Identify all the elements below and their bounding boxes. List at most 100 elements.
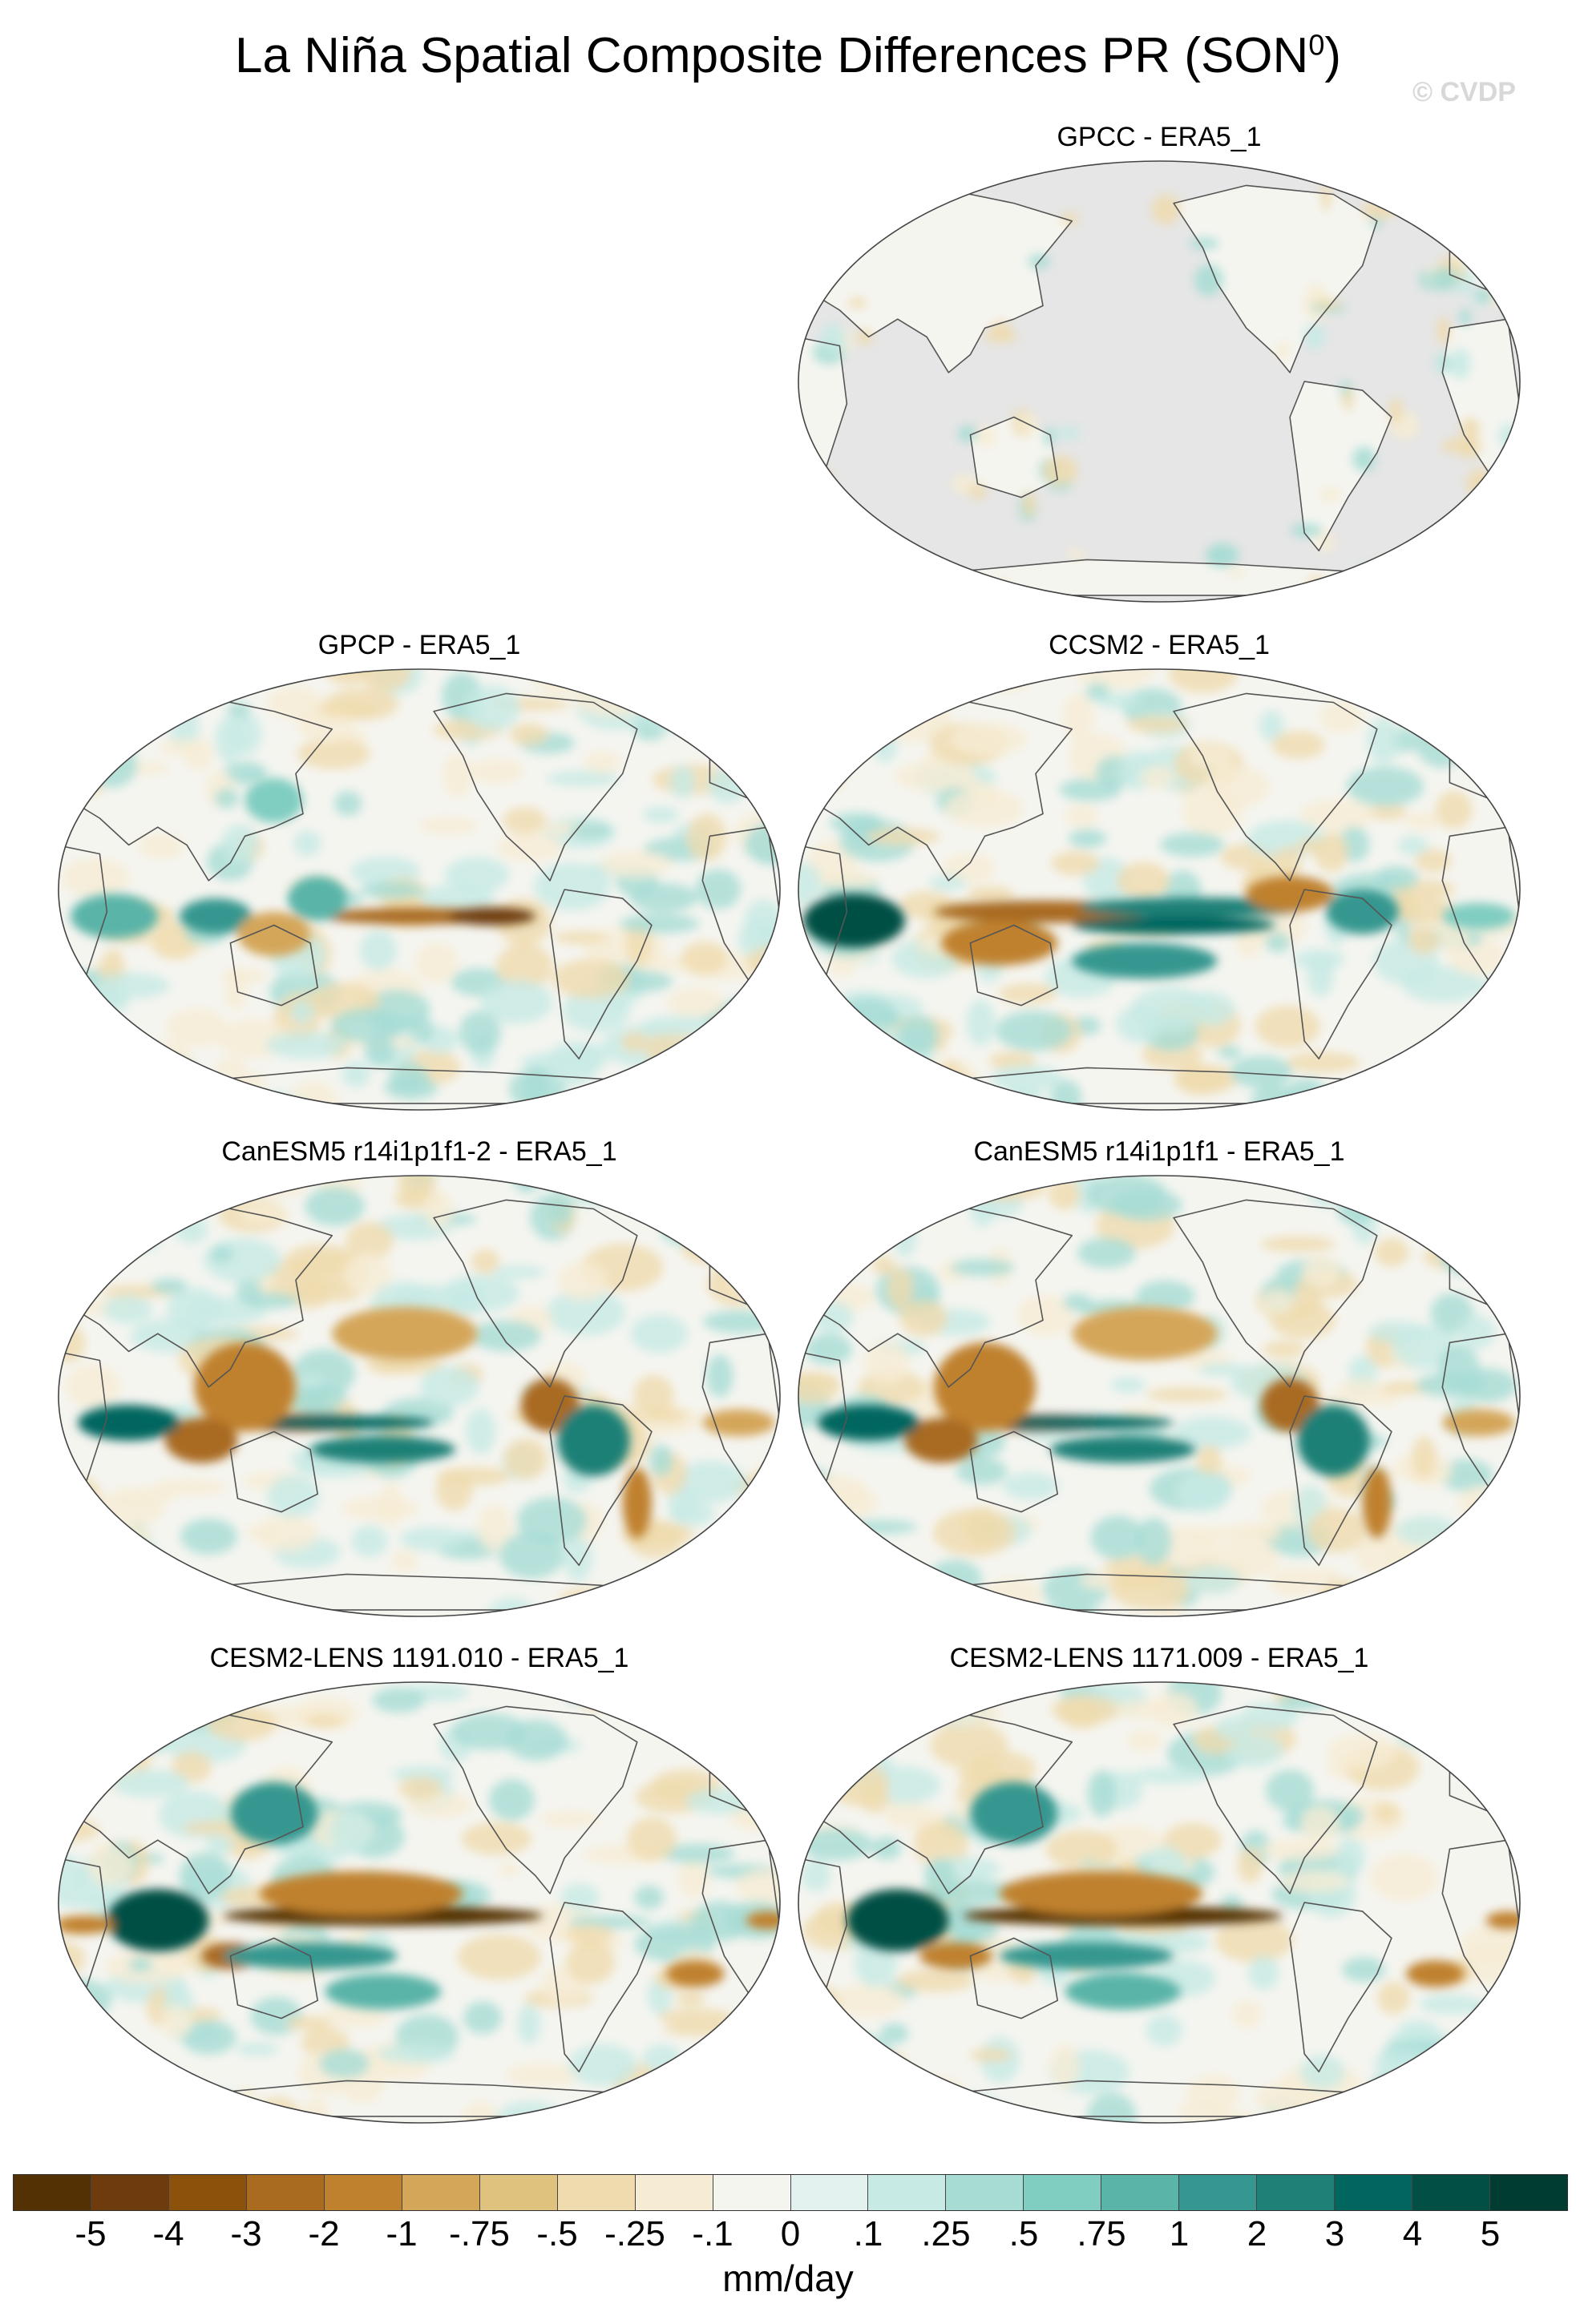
anomaly-blob xyxy=(479,979,553,1024)
anomaly-blob xyxy=(717,2089,747,2120)
anomaly-blob xyxy=(1163,1822,1222,1858)
anomaly-blob xyxy=(693,1726,729,1746)
coastline-australia xyxy=(969,1937,1059,2019)
anomaly-blob xyxy=(1136,1280,1195,1313)
anomaly-blob xyxy=(839,1519,917,1535)
map-panel xyxy=(798,160,1521,603)
anomaly-blob xyxy=(297,738,371,769)
figure-title: La Niña Spatial Composite Differences PR… xyxy=(234,28,1341,83)
anomaly-feature xyxy=(164,1418,238,1463)
anomaly-blob xyxy=(1361,1176,1441,1200)
anomaly-blob xyxy=(1198,1362,1248,1377)
anomaly-blob xyxy=(1481,1077,1520,1110)
anomaly-feature xyxy=(1072,1306,1218,1361)
anomaly-blob xyxy=(968,485,988,499)
anomaly-blob xyxy=(923,1702,1003,1727)
coastline-asia xyxy=(70,692,333,882)
anomaly-blob xyxy=(956,1458,1008,1485)
coastline-namerica xyxy=(1173,184,1378,373)
anomaly-blob xyxy=(871,1256,896,1275)
anomaly-blob xyxy=(899,1300,948,1337)
anomaly-blob xyxy=(820,323,847,355)
anomaly-blob xyxy=(1186,2074,1241,2112)
anomaly-blob xyxy=(87,1184,139,1203)
anomaly-blob xyxy=(1499,1980,1520,2023)
anomaly-blob xyxy=(1405,811,1442,830)
anomaly-blob xyxy=(229,712,262,756)
anomaly-blob xyxy=(707,1262,769,1307)
anomaly-blob xyxy=(657,1069,722,1108)
anomaly-blob xyxy=(1022,490,1036,517)
anomaly-blob xyxy=(1346,766,1424,807)
anomaly-blob xyxy=(319,2048,370,2079)
anomaly-blob xyxy=(1174,1063,1228,1095)
anomaly-blob xyxy=(87,1590,132,1616)
anomaly-blob xyxy=(669,1501,715,1527)
anomaly-blob xyxy=(887,1267,914,1310)
anomaly-blob xyxy=(459,1011,501,1055)
anomaly-blob xyxy=(798,676,862,710)
anomaly-blob xyxy=(856,329,873,345)
anomaly-blob xyxy=(120,1523,152,1547)
map-panel xyxy=(798,1681,1521,2124)
anomaly-blob xyxy=(798,1176,878,1208)
anomaly-blob xyxy=(798,1685,853,1701)
anomaly-feature xyxy=(622,1467,652,1539)
anomaly-blob xyxy=(287,1386,325,1416)
anomaly-blob xyxy=(564,1533,592,1582)
anomaly-blob xyxy=(1383,1093,1419,1110)
anomaly-blob xyxy=(1417,1066,1493,1083)
anomaly-blob xyxy=(917,575,949,593)
map-border xyxy=(798,1681,1521,2124)
anomaly-blob xyxy=(1441,2059,1466,2106)
anomaly-blob xyxy=(1374,865,1419,890)
anomaly-blob xyxy=(398,1776,442,1800)
anomaly-blob xyxy=(827,1582,888,1616)
colorbar-swatch xyxy=(168,2175,247,2210)
anomaly-blob xyxy=(1429,267,1459,291)
anomaly-blob xyxy=(642,806,679,823)
anomaly-blob xyxy=(798,862,823,904)
anomaly-blob xyxy=(1097,692,1142,709)
anomaly-blob xyxy=(1465,1682,1520,1711)
anomaly-blob xyxy=(709,1188,746,1213)
anomaly-blob xyxy=(539,1810,600,1828)
anomaly-blob xyxy=(493,1265,545,1279)
anomaly-blob xyxy=(398,1176,436,1201)
anomaly-blob xyxy=(72,2058,156,2072)
anomaly-blob xyxy=(1237,1847,1263,1883)
anomaly-blob xyxy=(444,857,510,893)
anomaly-feature xyxy=(970,1781,1058,1845)
panel-title: CCSM2 - ERA5_1 xyxy=(1049,630,1270,660)
anomaly-blob xyxy=(408,1015,434,1043)
anomaly-blob xyxy=(1299,1806,1340,1842)
anomaly-blob xyxy=(330,1007,405,1043)
anomaly-blob xyxy=(344,1253,391,1296)
anomaly-blob xyxy=(305,1186,365,1226)
land-samerica xyxy=(1290,381,1392,551)
anomaly-blob xyxy=(938,1060,964,1107)
anomaly-blob xyxy=(1259,710,1284,742)
anomaly-blob xyxy=(929,874,967,891)
coastline-africa xyxy=(798,844,848,989)
anomaly-blob xyxy=(798,463,807,482)
anomaly-blob xyxy=(495,833,563,862)
anomaly-blob xyxy=(1333,1682,1412,1694)
anomaly-blob xyxy=(346,1221,394,1260)
anomaly-blob xyxy=(78,1717,136,1757)
anomaly-blob xyxy=(1461,1029,1510,1059)
anomaly-blob xyxy=(1400,1559,1441,1604)
land-namerica xyxy=(1174,185,1377,373)
anomaly-blob xyxy=(183,738,214,771)
anomaly-blob xyxy=(939,1074,978,1110)
anomaly-blob xyxy=(1299,2054,1345,2090)
anomaly-blob xyxy=(1293,949,1345,970)
colorbar-units: mm/day xyxy=(722,2257,854,2299)
anomaly-blob xyxy=(1183,1565,1241,1595)
anomaly-blob xyxy=(215,788,239,809)
coastline-africa xyxy=(798,336,848,481)
map-panel xyxy=(58,668,781,1111)
coastline-africa xyxy=(798,1857,848,2002)
colorbar-tick-label: .75 xyxy=(1077,2214,1126,2253)
anomaly-blob xyxy=(1279,1870,1349,1893)
